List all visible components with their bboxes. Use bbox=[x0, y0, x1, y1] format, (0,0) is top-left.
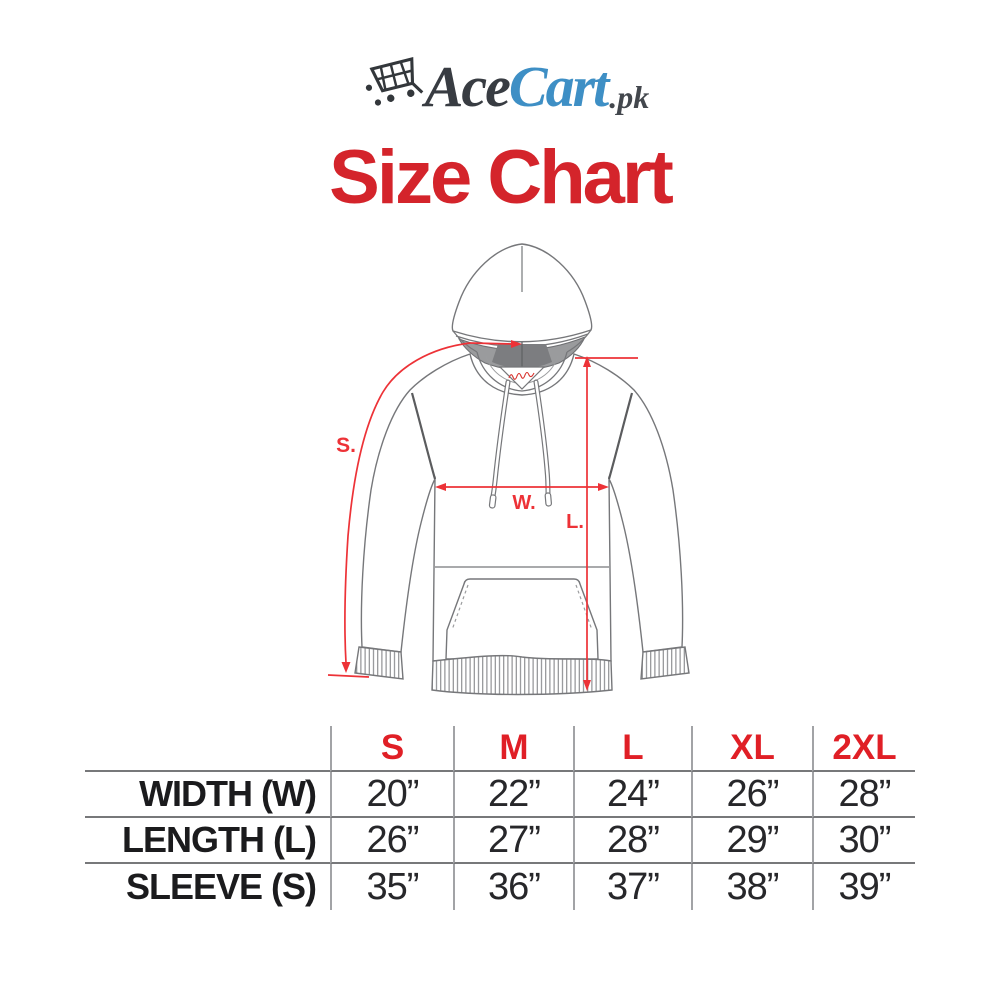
row-label-length: LENGTH (L) bbox=[85, 818, 330, 864]
right-cuff bbox=[640, 646, 690, 680]
width-value-l: 24” bbox=[573, 772, 691, 818]
sleeve-value-m: 36” bbox=[453, 864, 573, 910]
length-measure-label: L. bbox=[566, 511, 584, 533]
measurement-annotations bbox=[327, 340, 638, 691]
hoodie-measurement-diagram: S. W. L. bbox=[327, 243, 690, 696]
size-header-s: S bbox=[330, 726, 453, 772]
shopping-cart-icon bbox=[365, 57, 424, 106]
hoodie-body bbox=[360, 353, 684, 662]
length-value-2xl: 30” bbox=[812, 818, 915, 864]
width-value-s: 20” bbox=[330, 772, 453, 818]
page-title: Size Chart bbox=[329, 135, 674, 220]
sleeve-value-s: 35” bbox=[330, 864, 453, 910]
size-header-l: L bbox=[573, 726, 691, 772]
row-label-width: WIDTH (W) bbox=[85, 772, 330, 818]
sleeve-measure-label: S. bbox=[336, 434, 356, 457]
length-value-xl: 29” bbox=[691, 818, 812, 864]
brand-domain-suffix: .pk bbox=[609, 79, 650, 115]
size-table-corner-cell bbox=[85, 726, 330, 772]
brand-logo: Ace Cart .pk bbox=[6, 40, 1000, 116]
sleeve-value-xl: 38” bbox=[691, 864, 812, 910]
neck-brand-script-mark bbox=[508, 371, 535, 380]
width-value-m: 22” bbox=[453, 772, 573, 818]
measurement-labels: S. W. L. bbox=[336, 434, 584, 533]
length-value-s: 26” bbox=[330, 818, 453, 864]
width-measure-label: W. bbox=[512, 492, 535, 514]
length-value-l: 28” bbox=[573, 818, 691, 864]
sleeve-value-2xl: 39” bbox=[812, 864, 915, 910]
size-header-xl: XL bbox=[691, 726, 812, 772]
brand-name-ace: Ace bbox=[424, 54, 511, 119]
left-cuff bbox=[354, 646, 404, 680]
sleeve-value-l: 37” bbox=[573, 864, 691, 910]
width-value-2xl: 28” bbox=[812, 772, 915, 818]
size-table: S M L XL 2XL WIDTH (W) 20” 22” 24” 26” 2… bbox=[85, 726, 915, 910]
armhole-seams bbox=[410, 392, 634, 480]
width-value-xl: 26” bbox=[691, 772, 812, 818]
row-label-sleeve: SLEEVE (S) bbox=[125, 866, 317, 907]
brand-name-cart: Cart bbox=[508, 54, 609, 119]
size-header-2xl: 2XL bbox=[812, 726, 915, 772]
length-value-m: 27” bbox=[453, 818, 573, 864]
ribbed-hem bbox=[431, 654, 613, 696]
size-header-m: M bbox=[453, 726, 573, 772]
